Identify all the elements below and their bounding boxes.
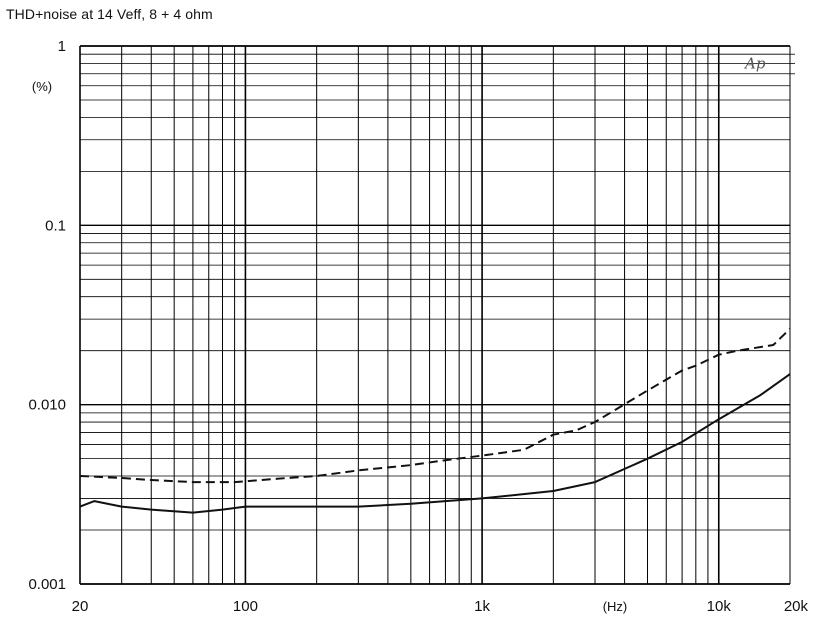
ap-annotation: Ap: [743, 54, 766, 72]
series-line-dashed: [79, 328, 791, 484]
series-group: [79, 328, 791, 514]
x-tick-label: 10k: [707, 598, 732, 615]
y-tick-label: 1: [58, 38, 66, 55]
x-tick-label: 20k: [784, 598, 809, 615]
y-axis-unit: (%): [32, 79, 52, 94]
y-tick-label: 0.010: [28, 397, 66, 414]
x-axis-unit: (Hz): [603, 599, 628, 614]
x-tick-label: 1k: [474, 598, 490, 615]
series-line-solid: [79, 373, 791, 514]
chart-title: THD+noise at 14 Veff, 8 + 4 ohm: [6, 6, 213, 22]
tick-labels: 1 0.1 0.010 0.001 20 100 1k 10k 20k (%) (Hz) Ap: [28, 38, 808, 615]
y-tick-label: 0.001: [28, 576, 66, 593]
y-tick-label: 0.1: [45, 217, 66, 234]
x-tick-label: 20: [72, 598, 89, 615]
x-tick-label: 100: [233, 598, 258, 615]
grid: [79, 45, 795, 585]
